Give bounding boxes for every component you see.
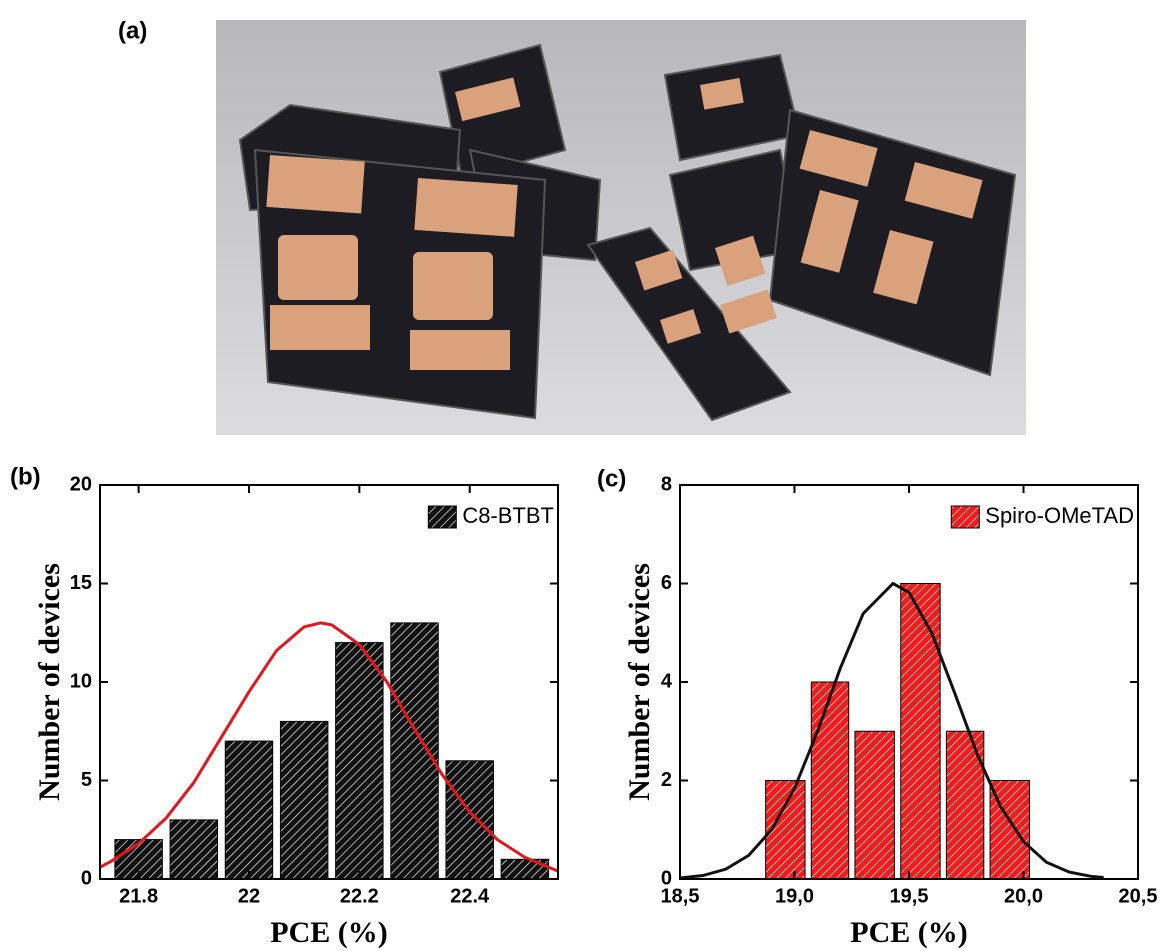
legend-label: Spiro-OMeTAD bbox=[985, 503, 1134, 528]
x-tick-label: 22.2 bbox=[340, 885, 379, 907]
y-tick-label: 20 bbox=[70, 473, 92, 495]
x-tick-label: 20,5 bbox=[1119, 885, 1158, 907]
legend-swatch bbox=[428, 506, 456, 528]
bar bbox=[225, 741, 272, 879]
x-tick-label: 20,0 bbox=[1004, 885, 1043, 907]
bar bbox=[501, 859, 548, 879]
x-axis-title: PCE (%) bbox=[270, 916, 387, 949]
bar bbox=[855, 731, 894, 879]
plot-area bbox=[100, 623, 558, 879]
legend-label: C8-BTBT bbox=[462, 503, 554, 528]
bar bbox=[280, 721, 327, 879]
x-tick-label: 21.8 bbox=[119, 885, 158, 907]
bar bbox=[336, 643, 383, 879]
y-tick-label: 4 bbox=[661, 670, 673, 692]
bar bbox=[391, 623, 438, 879]
y-tick-label: 10 bbox=[70, 670, 92, 692]
y-tick-label: 6 bbox=[661, 572, 672, 594]
panel-label: (c) bbox=[597, 465, 626, 492]
device-photo bbox=[216, 20, 1026, 435]
x-tick-label: 22.4 bbox=[450, 885, 490, 907]
y-tick-label: 15 bbox=[70, 572, 92, 594]
x-tick-label: 22 bbox=[238, 885, 260, 907]
legend-swatch bbox=[951, 506, 979, 528]
bar bbox=[811, 682, 848, 879]
y-axis-title: Number of devices bbox=[623, 563, 656, 801]
y-tick-label: 5 bbox=[81, 769, 92, 791]
figure: (a) bbox=[0, 0, 1172, 951]
y-tick-label: 2 bbox=[661, 769, 672, 791]
x-tick-label: 18,5 bbox=[661, 885, 700, 907]
bar bbox=[901, 584, 940, 880]
x-tick-label: 19,5 bbox=[890, 885, 929, 907]
bar bbox=[446, 761, 493, 879]
x-axis-title: PCE (%) bbox=[850, 916, 967, 949]
y-tick-label: 0 bbox=[81, 867, 92, 889]
bar bbox=[170, 820, 217, 879]
panel-label: (a) bbox=[118, 17, 147, 44]
panel-label: (b) bbox=[10, 463, 41, 490]
y-tick-label: 8 bbox=[661, 473, 672, 495]
y-axis-title: Number of devices bbox=[33, 563, 66, 801]
plot-area bbox=[680, 584, 1104, 880]
x-tick-label: 19,0 bbox=[775, 885, 814, 907]
